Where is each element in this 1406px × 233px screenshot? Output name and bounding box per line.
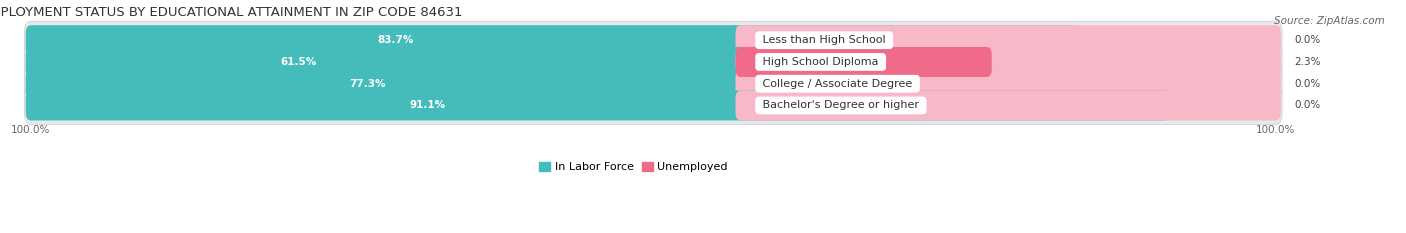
FancyBboxPatch shape bbox=[735, 47, 1281, 77]
FancyBboxPatch shape bbox=[24, 65, 1282, 103]
Text: 0.0%: 0.0% bbox=[1295, 35, 1320, 45]
FancyBboxPatch shape bbox=[25, 47, 801, 77]
Text: College / Associate Degree: College / Associate Degree bbox=[759, 79, 915, 89]
Text: 91.1%: 91.1% bbox=[409, 100, 446, 110]
FancyBboxPatch shape bbox=[24, 43, 1282, 81]
FancyBboxPatch shape bbox=[735, 90, 1281, 120]
Text: 77.3%: 77.3% bbox=[349, 79, 385, 89]
Text: 0.0%: 0.0% bbox=[1295, 100, 1320, 110]
Text: Source: ZipAtlas.com: Source: ZipAtlas.com bbox=[1274, 16, 1385, 26]
Text: Bachelor's Degree or higher: Bachelor's Degree or higher bbox=[759, 100, 922, 110]
Text: 83.7%: 83.7% bbox=[377, 35, 413, 45]
Text: EMPLOYMENT STATUS BY EDUCATIONAL ATTAINMENT IN ZIP CODE 84631: EMPLOYMENT STATUS BY EDUCATIONAL ATTAINM… bbox=[0, 6, 463, 19]
FancyBboxPatch shape bbox=[25, 69, 998, 99]
Legend: In Labor Force, Unemployed: In Labor Force, Unemployed bbox=[534, 158, 733, 177]
FancyBboxPatch shape bbox=[735, 69, 1281, 99]
Text: High School Diploma: High School Diploma bbox=[759, 57, 882, 67]
FancyBboxPatch shape bbox=[25, 25, 1078, 55]
FancyBboxPatch shape bbox=[24, 21, 1282, 59]
Text: 2.3%: 2.3% bbox=[1295, 57, 1322, 67]
FancyBboxPatch shape bbox=[735, 47, 991, 77]
FancyBboxPatch shape bbox=[735, 25, 1281, 55]
Text: 61.5%: 61.5% bbox=[281, 57, 316, 67]
FancyBboxPatch shape bbox=[24, 86, 1282, 124]
Text: 0.0%: 0.0% bbox=[1295, 79, 1320, 89]
Text: Less than High School: Less than High School bbox=[759, 35, 889, 45]
FancyBboxPatch shape bbox=[25, 90, 1170, 120]
